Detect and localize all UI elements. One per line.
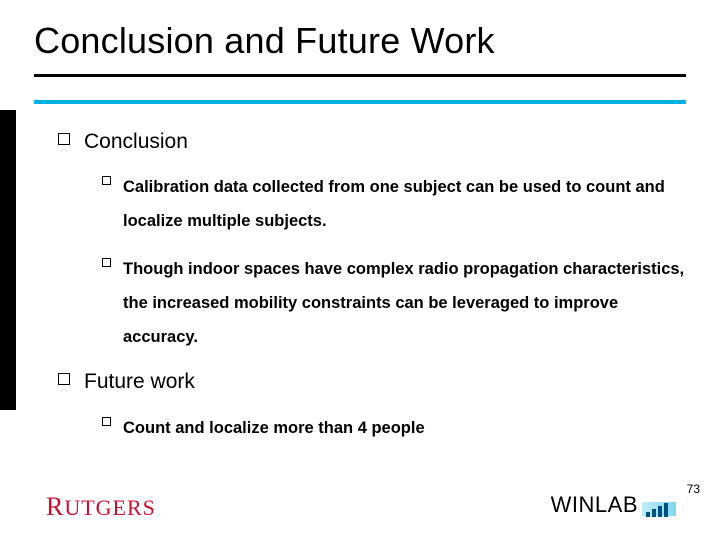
title-underline-cyan <box>34 100 686 104</box>
square-bullet-icon <box>102 176 111 185</box>
section-label: Conclusion <box>84 128 188 155</box>
winlab-text: WINLAB <box>551 492 638 518</box>
left-black-bar <box>0 110 16 410</box>
bullet-text: Though indoor spaces have complex radio … <box>123 253 686 354</box>
slide: Conclusion and Future Work Conclusion Ca… <box>0 0 720 540</box>
section-label: Future work <box>84 368 195 395</box>
section-future-work: Future work <box>58 368 686 395</box>
winlab-icon <box>642 500 676 518</box>
section-conclusion: Conclusion <box>58 128 686 155</box>
square-bullet-icon <box>58 133 70 145</box>
title-wrap: Conclusion and Future Work <box>34 20 694 62</box>
future-work-items: Count and localize more than 4 people <box>102 412 686 446</box>
bullet-text: Calibration data collected from one subj… <box>123 171 686 239</box>
rutgers-logo: RUTGERS <box>46 492 156 522</box>
bullet-text: Count and localize more than 4 people <box>123 412 425 446</box>
conclusion-items: Calibration data collected from one subj… <box>102 171 686 354</box>
list-item: Calibration data collected from one subj… <box>102 171 686 239</box>
winlab-logo-group: WINLAB <box>551 492 676 518</box>
square-bullet-icon <box>102 417 111 426</box>
content-area: Conclusion Calibration data collected fr… <box>58 128 686 459</box>
square-bullet-icon <box>102 258 111 267</box>
list-item: Though indoor spaces have complex radio … <box>102 253 686 354</box>
square-bullet-icon <box>58 373 70 385</box>
slide-title: Conclusion and Future Work <box>34 20 694 62</box>
title-underline-black <box>34 74 686 77</box>
rutgers-logo-text: RUTGERS <box>46 495 156 520</box>
list-item: Count and localize more than 4 people <box>102 412 686 446</box>
page-number: 73 <box>687 482 700 496</box>
